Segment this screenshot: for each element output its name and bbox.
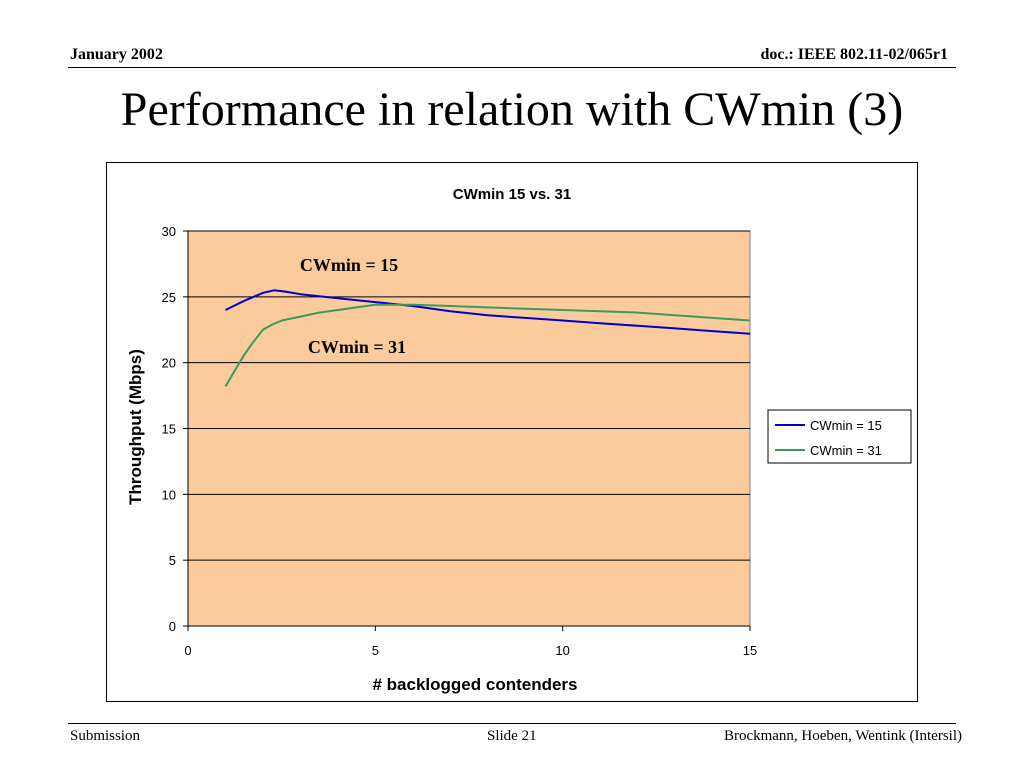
x-tick-label-15: 15 (743, 643, 757, 658)
x-tick-label-0: 0 (184, 643, 191, 658)
series-line-1 (224, 303, 751, 387)
annotation-cwmin-31: CWmin = 31 (308, 337, 406, 357)
header-rule (68, 67, 956, 68)
footer-submission: Submission (70, 728, 141, 744)
y-tick-label-15: 15 (162, 422, 176, 437)
x-tick-label-5: 5 (372, 643, 379, 658)
y-tick-label-20: 20 (162, 356, 176, 371)
header-doc-id: doc.: IEEE 802.11-02/065r1 (760, 46, 948, 63)
gridlines (188, 230, 750, 561)
x-tick-label-10: 10 (555, 643, 569, 658)
footer-rule (68, 723, 956, 724)
y-tick-label-0: 0 (169, 619, 176, 634)
annotation-cwmin-15: CWmin = 15 (300, 255, 398, 275)
chart-container: 0 5 10 15 20 25 30 0 5 10 15 CWmin 15 vs. 31 # ba… (106, 162, 918, 702)
chart-svg: 0 5 10 15 20 25 30 0 5 10 15 CWmin 15 vs. 31 # ba… (126, 186, 912, 694)
header-date: January 2002 (70, 46, 163, 63)
chart-title: CWmin 15 vs. 31 (453, 186, 571, 203)
slide-title: Performance in relation with CWmin (3) (120, 83, 904, 136)
y-tick-label-25: 25 (162, 290, 176, 305)
y-tick-labels: 0 5 10 15 20 25 30 (162, 224, 188, 634)
y-tick-label-30: 30 (162, 224, 176, 239)
legend-label-cwmin-15: CWmin = 15 (810, 418, 882, 433)
legend: CWmin = 15 CWmin = 31 (767, 409, 912, 464)
x-axis-label: # backlogged contenders (373, 675, 578, 694)
legend-box (767, 409, 912, 464)
y-axis-label: Throughput (Mbps) (126, 349, 145, 505)
series-line-0 (225, 289, 751, 335)
x-tick-labels: 0 5 10 15 (184, 626, 757, 658)
y-tick-label-5: 5 (169, 553, 176, 568)
footer-authors: Brockmann, Hoeben, Wentink (Intersil) (723, 728, 962, 744)
footer-slide-number: Slide 21 (487, 728, 537, 744)
legend-label-cwmin-31: CWmin = 31 (810, 443, 882, 458)
y-tick-label-10: 10 (162, 487, 176, 502)
series-lines (224, 289, 751, 387)
